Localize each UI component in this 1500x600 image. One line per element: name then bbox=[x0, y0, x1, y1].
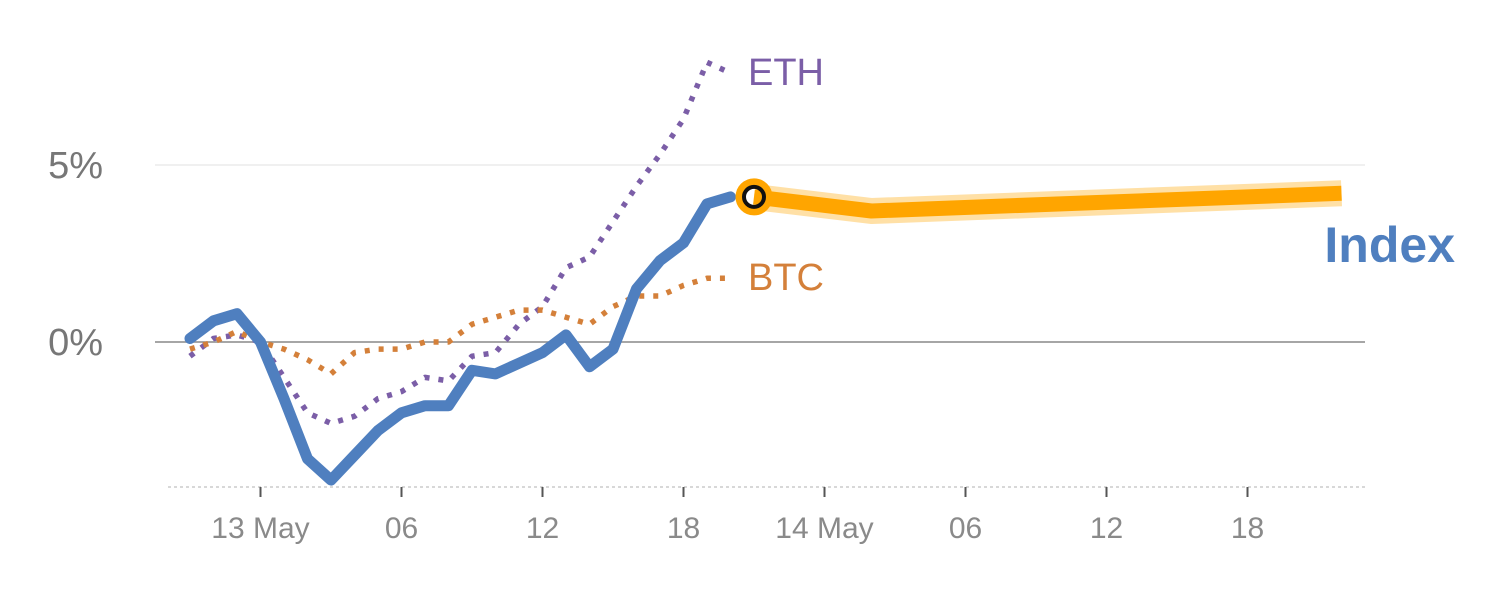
x-tick-label: 18 bbox=[1231, 512, 1264, 545]
forecast-line bbox=[753, 185, 1342, 219]
current-point-marker bbox=[742, 184, 766, 209]
y-tick-label: 0% bbox=[48, 322, 103, 364]
series-line-eth bbox=[188, 59, 732, 427]
x-tick-label: 12 bbox=[1090, 512, 1123, 545]
x-tick-label: 14 May bbox=[775, 512, 873, 545]
series-label-eth: ETH bbox=[748, 52, 824, 94]
x-tick-label: 06 bbox=[385, 512, 418, 545]
series-label-btc: BTC bbox=[748, 257, 824, 299]
x-tick-label: 06 bbox=[949, 512, 982, 545]
current-point-marker-ring bbox=[735, 178, 773, 216]
series-layer bbox=[184, 59, 1342, 486]
series-label-index: Index bbox=[1324, 217, 1455, 273]
x-axis: 13 May 06 12 18 14 May 06 12 18 bbox=[168, 486, 1365, 545]
y-tick-label: 5% bbox=[48, 145, 103, 187]
series-line-index bbox=[184, 191, 736, 486]
series-line-btc bbox=[189, 275, 731, 377]
y-axis: 0% 5% bbox=[48, 145, 103, 364]
x-tick-label: 18 bbox=[667, 512, 700, 545]
x-tick-label: 12 bbox=[526, 512, 559, 545]
x-tick-label: 13 May bbox=[211, 512, 309, 545]
grid-layer bbox=[155, 164, 1365, 343]
